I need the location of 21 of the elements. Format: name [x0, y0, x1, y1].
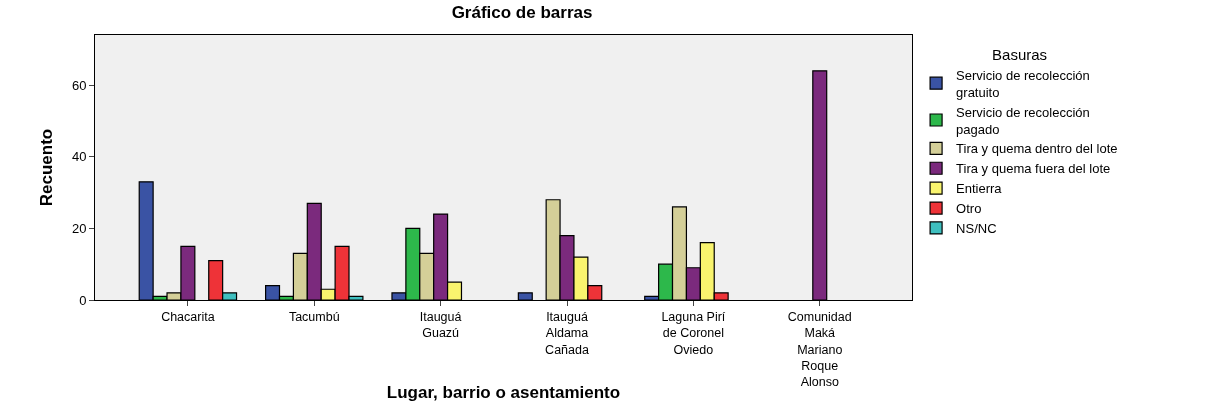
legend-label: Tira y quema fuera del lote: [956, 161, 1111, 177]
x-tick-label: Laguna Pirí de Coronel Oviedo: [661, 310, 726, 357]
legend-label: Otro: [956, 201, 982, 217]
x-tick-label: Chacarita: [161, 310, 215, 324]
y-tick-label: 60: [71, 77, 87, 93]
x-tick-label: Itauguá Guazú: [419, 310, 462, 341]
chart-title: Gráfico de barras: [451, 2, 593, 22]
legend-label: Tira y quema dentro del lote: [956, 141, 1118, 157]
y-tick-label: 40: [71, 149, 87, 165]
x-tick-label: Comunidad Maká Mariano Roque Alonso: [787, 310, 852, 389]
legend-title: Basuras: [992, 45, 1048, 63]
x-tick-label: Itauguá Aldama Cañada: [545, 310, 589, 357]
x-tick-label: Tacumbú: [288, 310, 340, 324]
legend-label: Servicio de recolección gratuito: [956, 67, 1090, 100]
legend-label: Servicio de recolección pagado: [956, 104, 1090, 137]
y-axis-title: Recuento: [37, 128, 57, 207]
legend-label: Entierra: [956, 181, 1003, 197]
y-tick-label: 0: [79, 292, 87, 308]
x-axis-title: Lugar, barrio o asentamiento: [386, 383, 621, 402]
legend-label: NS/NC: [956, 221, 997, 237]
y-tick-label: 20: [71, 220, 87, 236]
